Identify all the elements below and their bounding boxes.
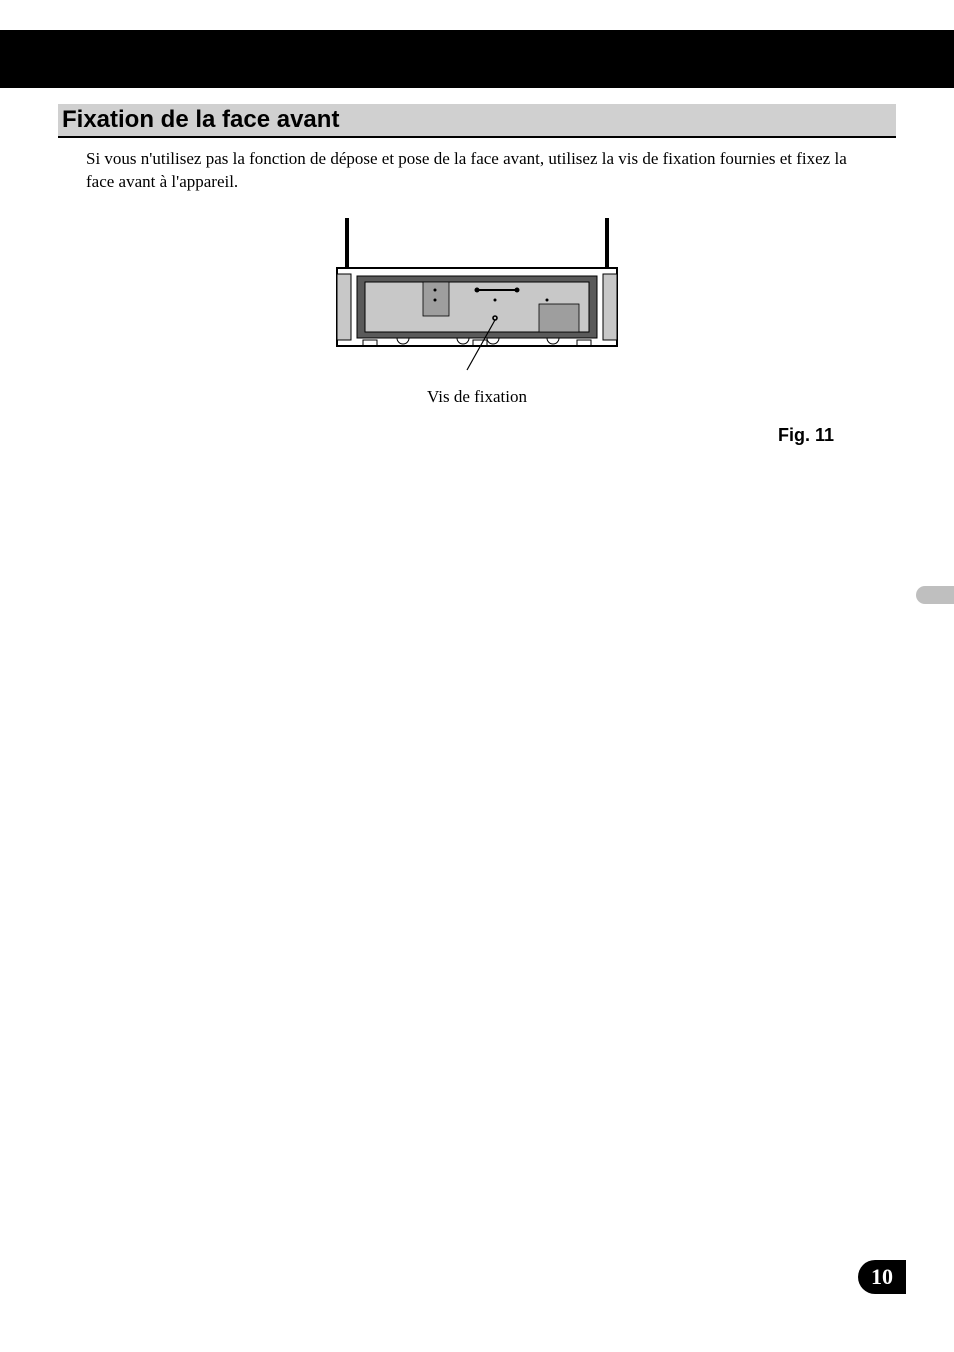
side-thumb-tab [916,586,954,604]
section-heading: Fixation de la face avant [58,104,896,138]
section-heading-text: Fixation de la face avant [58,106,339,134]
figure-container: Vis de fixation [0,218,954,407]
figure-number-label: Fig. 11 [778,425,834,446]
front-panel-diagram [327,218,627,383]
body-paragraph: Si vous n'utilisez pas la fonction de dé… [86,148,868,194]
section-heading-container: Fixation de la face avant [58,104,896,138]
top-black-bar [0,30,954,88]
figure-callout-label: Vis de fixation [0,387,954,407]
page-number-badge: 10 [858,1260,906,1294]
page-number-text: 10 [871,1264,893,1289]
